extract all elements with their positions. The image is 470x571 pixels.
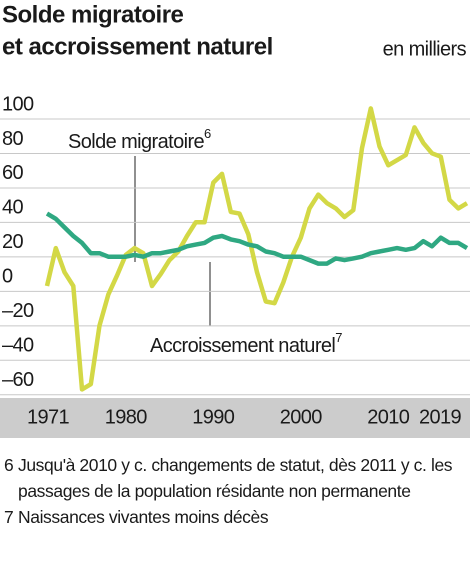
chart-title: Solde migratoire (2, 1, 184, 28)
y-tick-label: 80 (2, 128, 24, 150)
lines (44, 106, 469, 392)
series-name: Solde migratoire (68, 131, 205, 153)
x-tick-label: 2000 (280, 406, 323, 428)
y-tick-label: 40 (2, 197, 24, 219)
y-tick-label: –60 (2, 369, 34, 391)
x-tick-label: 1971 (27, 406, 70, 428)
footnote-text: Naissances vivantes moins décès (18, 507, 269, 527)
x-tick-label: 2010 (367, 406, 410, 428)
footnote-number: 6 (4, 455, 14, 475)
y-tick-label: 100 (2, 93, 34, 115)
footnote-number: 7 (4, 507, 14, 527)
footnote-ref: 6 (204, 126, 211, 141)
x-tick-label: 1980 (105, 406, 148, 428)
x-tick-label: 2019 (419, 406, 462, 428)
series-label: Solde migratoire6 (68, 126, 211, 153)
x-tick-label: 1990 (192, 406, 235, 428)
footnotes: 6 Jusqu'à 2010 y c. changements de statut… (4, 452, 468, 530)
footnote: 6 Jusqu'à 2010 y c. changements de statut… (4, 452, 468, 504)
y-tick-label: –20 (2, 300, 34, 322)
chart-title: et accroissement naturel (2, 33, 273, 60)
series-name: Accroissement naturel (150, 335, 335, 357)
series-line (45, 211, 469, 266)
x-axis-band (0, 398, 470, 438)
y-tick-label: 0 (2, 266, 13, 288)
footnote-ref: 7 (335, 330, 342, 345)
series-label: Accroissement naturel7 (150, 330, 342, 357)
chart: Solde migratoire et accroissement nature… (0, 1, 470, 438)
footnote-text: Jusqu'à 2010 y c. changements de statut,… (18, 455, 453, 501)
y-tick-label: 20 (2, 231, 24, 253)
y-tick-label: 60 (2, 162, 24, 184)
series-line (44, 106, 469, 392)
chart-subtitle: en milliers (383, 38, 467, 60)
y-tick-label: –40 (2, 335, 34, 357)
footnote: 7 Naissances vivantes moins décès (4, 504, 468, 530)
